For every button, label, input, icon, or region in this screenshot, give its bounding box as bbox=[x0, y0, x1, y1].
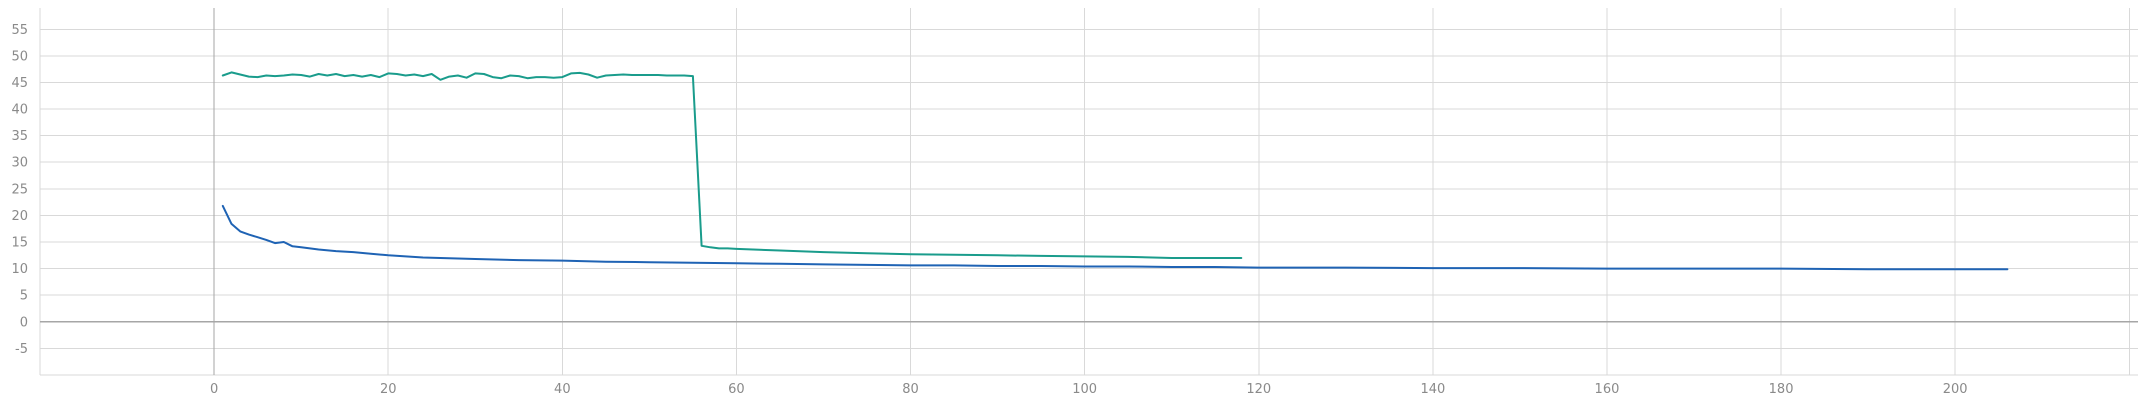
y-gridlines bbox=[40, 28, 2138, 349]
x-tick-labels: 0 20 40 60 80 100 120 140 160 180 200 bbox=[210, 382, 1968, 397]
x-gridlines bbox=[39, 8, 2138, 376]
series-line-1 bbox=[221, 71, 1243, 259]
y-tick-label: 35 bbox=[11, 129, 28, 144]
y-tick-label: 10 bbox=[11, 262, 28, 277]
axes bbox=[40, 8, 2138, 375]
x-tick-label: 140 bbox=[1420, 382, 1445, 397]
x-tick-label: 40 bbox=[554, 382, 571, 397]
x-tick-label: 100 bbox=[1072, 382, 1097, 397]
y-tick-label: 5 bbox=[20, 289, 28, 304]
y-tick-label: 15 bbox=[11, 236, 28, 251]
y-tick-label: 55 bbox=[11, 23, 28, 38]
x-tick-label: 160 bbox=[1595, 382, 1620, 397]
x-tick-label: 0 bbox=[210, 382, 218, 397]
y-tick-label: 45 bbox=[11, 76, 28, 91]
series-line-2 bbox=[221, 204, 2009, 271]
y-tick-label: 40 bbox=[11, 103, 28, 118]
y-tick-label: 20 bbox=[11, 209, 28, 224]
y-tick-labels: -5 0 5 10 15 20 25 30 35 40 45 50 55 bbox=[11, 23, 28, 357]
x-tick-label: 60 bbox=[728, 382, 745, 397]
x-tick-label: 120 bbox=[1246, 382, 1271, 397]
y-tick-label: 50 bbox=[11, 49, 28, 64]
series-layer bbox=[221, 71, 2009, 271]
y-tick-label: 0 bbox=[20, 315, 28, 330]
y-tick-label: 25 bbox=[11, 182, 28, 197]
x-tick-label: 200 bbox=[1943, 382, 1968, 397]
y-tick-label: 30 bbox=[11, 156, 28, 171]
x-tick-label: 180 bbox=[1769, 382, 1794, 397]
x-tick-label: 20 bbox=[380, 382, 397, 397]
y-tick-label: -5 bbox=[15, 342, 28, 357]
x-tick-label: 80 bbox=[902, 382, 919, 397]
